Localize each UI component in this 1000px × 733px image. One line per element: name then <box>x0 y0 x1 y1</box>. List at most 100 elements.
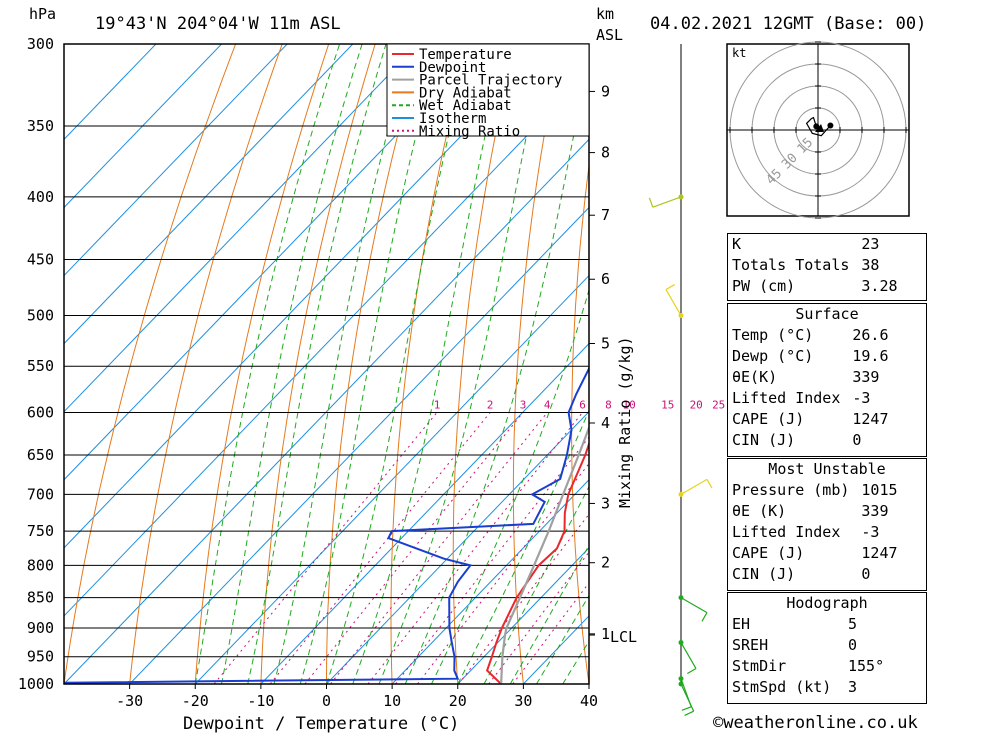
km-tick-label: 9 <box>601 82 610 100</box>
index-row: SREH 0 <box>728 635 926 656</box>
index-row: CIN (J) 0 <box>728 430 926 451</box>
index-label: θE (K) <box>732 502 787 520</box>
hodograph-title: Hodograph <box>786 594 868 612</box>
index-row: θE (K) 339 <box>728 501 926 522</box>
surface-indices-box: Surface Temp (°C) 26.6 Dewp (°C) 19.6 θE(K) 3… <box>727 303 927 457</box>
index-label: CAPE (J) <box>732 410 805 428</box>
copyright: ©weatheronline.co.uk <box>713 713 918 733</box>
mixing-ratio-label: 1 <box>434 398 441 411</box>
km-tick-label: 6 <box>601 270 610 288</box>
pressure-tick-label: 500 <box>27 307 54 325</box>
wind-barb-feather <box>665 284 675 291</box>
dry-adiabat-line <box>934 7 1000 710</box>
hodograph-trace <box>805 116 831 137</box>
general-indices-box: K 23 Totals Totals 38 PW (cm) 3.28 <box>727 233 927 301</box>
isotherm-line <box>457 547 589 684</box>
wet-adiabat-line <box>326 44 472 684</box>
pressure-tick-label: 550 <box>27 357 54 375</box>
wind-barb-staff <box>680 678 692 708</box>
wind-barb-staff <box>652 196 682 208</box>
pressure-unit-label: hPa <box>29 5 56 23</box>
wet-adiabat-line <box>431 288 589 684</box>
mixing-ratio-label: 6 <box>579 398 586 411</box>
mixing-ratio-line <box>269 412 491 684</box>
dry-adiabat-line <box>194 44 330 684</box>
index-value: -3 <box>852 389 871 407</box>
mixing-ratio-label: 20 <box>690 398 703 411</box>
mixing-ratio-label: 10 <box>622 398 635 411</box>
hodograph-unit-label: kt <box>732 46 746 60</box>
index-value: 38 <box>861 256 880 274</box>
lcl-label: LCL <box>610 628 637 646</box>
index-label: CIN (J) <box>732 565 796 583</box>
wet-adiabat-line <box>247 44 387 684</box>
most-unstable-table: Most Unstable Pressure (mb) 1015 θE (K) 339… <box>728 459 926 585</box>
wet-adiabat-line <box>221 44 363 684</box>
temp-tick-label: -20 <box>182 692 209 710</box>
wet-adiabat-line <box>273 44 413 684</box>
mixing-ratio-line <box>367 412 583 684</box>
isotherm-line <box>64 44 354 345</box>
surface-title: Surface <box>795 305 859 323</box>
temp-tick-label: -10 <box>247 692 274 710</box>
wet-adiabat-line <box>194 44 341 684</box>
index-label: PW (cm) <box>732 277 796 295</box>
wet-adiabat-line <box>404 57 589 684</box>
isotherm-line <box>194 274 589 684</box>
temp-tick-label: 30 <box>514 692 532 710</box>
index-label: Lifted Index <box>732 523 841 541</box>
index-value: 1015 <box>861 481 898 499</box>
index-label: EH <box>732 615 751 633</box>
km-tick-label: 4 <box>601 414 610 432</box>
index-row: Dewp (°C) 19.6 <box>728 346 926 367</box>
skewt-profiles <box>64 366 589 684</box>
storm-motion-marker <box>815 124 824 132</box>
pressure-tick-label: 600 <box>27 403 54 421</box>
pressure-tick-label: 800 <box>27 556 54 574</box>
pressure-tick-label: 650 <box>27 446 54 464</box>
index-value: 1247 <box>861 544 898 562</box>
location-title: 19°43'N 204°04'W 11m ASL <box>95 14 341 34</box>
dry-adiabat-line <box>326 44 423 684</box>
legend-item-label: Parcel Trajectory <box>419 73 562 89</box>
temp-tick-label: 20 <box>449 692 467 710</box>
profile-parcel-trajectory <box>500 424 589 684</box>
mixing-ratio-label: 4 <box>544 398 551 411</box>
km-tick-label: 2 <box>601 554 610 572</box>
hodograph-indices-box: Hodograph EH 5 SREH 0 StmDir 155° StmSpd (kt) 3 <box>727 592 927 704</box>
isotherm-line <box>64 44 485 481</box>
legend-item-label: Mixing Ratio <box>419 124 520 140</box>
profile-dewpoint <box>64 366 589 684</box>
wind-barb-feather <box>684 710 694 716</box>
wind-barb-staff <box>680 478 708 495</box>
skewt-labels: 1 2 3 4 6 8 10 15 20 2530035040045050055060065070… <box>18 35 725 710</box>
index-label: Dewp (°C) <box>732 347 814 365</box>
index-value: 3.28 <box>861 277 898 295</box>
index-label: K <box>732 235 742 253</box>
pressure-tick-label: 700 <box>27 485 54 503</box>
index-value: 155° <box>848 657 885 675</box>
index-value: 0 <box>848 636 858 654</box>
wind-barb-feather <box>687 668 697 675</box>
wind-barb-feather <box>706 479 713 489</box>
index-value: 26.6 <box>852 326 889 344</box>
km-tick-label: 3 <box>601 494 610 512</box>
wind-barb-staff <box>680 642 697 669</box>
datetime-title: 04.02.2021 12GMT (Base: 00) <box>650 14 926 34</box>
pressure-tick-label: 300 <box>27 35 54 53</box>
mixing-ratio-line <box>213 412 438 684</box>
index-row: EH 5 <box>728 614 926 635</box>
index-label: Pressure (mb) <box>732 481 850 499</box>
index-value: 1247 <box>852 410 889 428</box>
wind-barb-staff <box>665 289 682 316</box>
index-label: SREH <box>732 636 769 654</box>
km-tick-label: 5 <box>601 334 610 352</box>
isotherm-line <box>64 138 589 684</box>
dry-adiabat-line <box>683 7 726 710</box>
index-label: CIN (J) <box>732 431 796 449</box>
asl-unit-label: ASL <box>596 26 623 44</box>
temp-tick-label: -30 <box>116 692 143 710</box>
index-row: Pressure (mb) 1015 <box>728 480 926 501</box>
index-label: θE(K) <box>732 368 778 386</box>
